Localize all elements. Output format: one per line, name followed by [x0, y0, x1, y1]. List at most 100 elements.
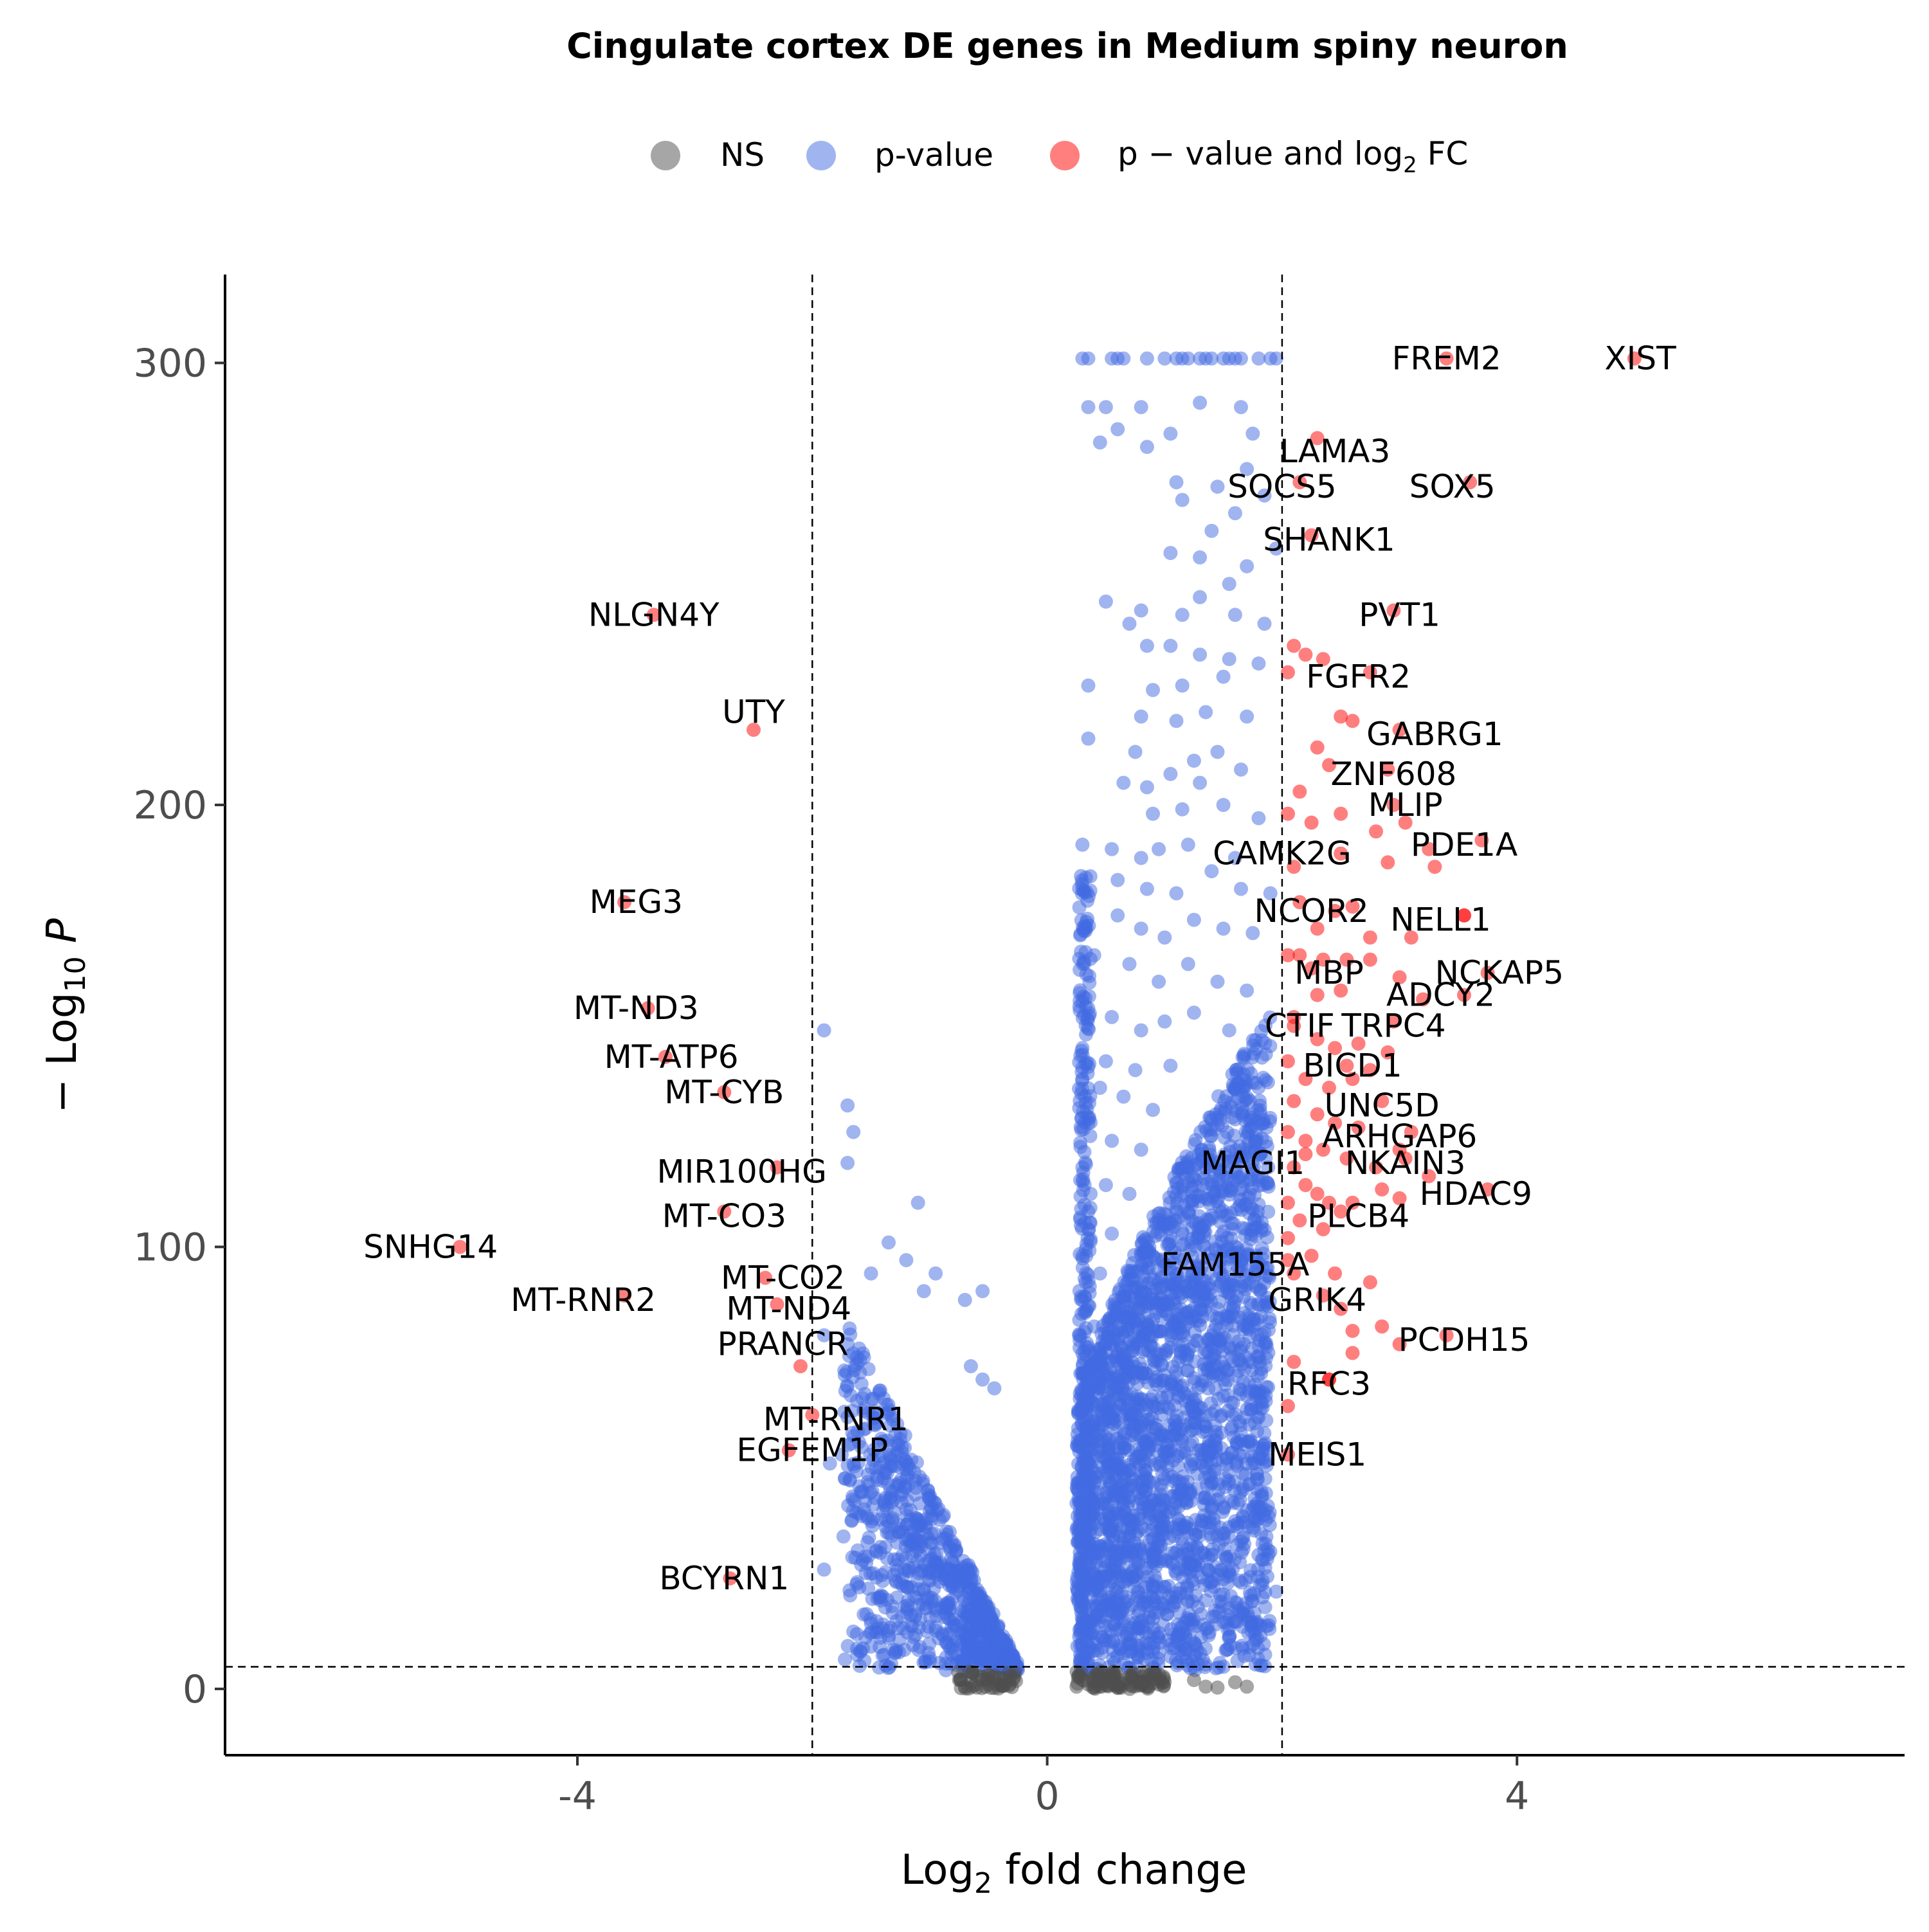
x-axis-title: Log2 fold change: [901, 1846, 1247, 1900]
gene-label: MBP: [1294, 954, 1364, 991]
point-pvalue: [1140, 1576, 1155, 1591]
point-pvalue: [1253, 1146, 1267, 1160]
point-pvalue: [1229, 1368, 1244, 1383]
point-pvalue: [1077, 1177, 1092, 1192]
gene-label: MAGI1: [1200, 1144, 1305, 1182]
point-pvalue: [1240, 1062, 1255, 1077]
point-significant-labeled: [1316, 1288, 1330, 1303]
point-pvalue: [885, 1605, 900, 1620]
point-pvalue: [888, 1646, 903, 1661]
point-pvalue: [1143, 1498, 1157, 1513]
point-pvalue: [1150, 1377, 1164, 1392]
point-pvalue: [1262, 1312, 1277, 1326]
point-pvalue: [852, 1435, 866, 1450]
point-significant-labeled: [1386, 1014, 1401, 1029]
point-pvalue: [1122, 957, 1137, 971]
point-pvalue: [1081, 1384, 1096, 1398]
y-axis-title: − Log10 P: [39, 918, 92, 1114]
x-tick-label: 0: [1035, 1774, 1060, 1819]
point-pvalue: [961, 1585, 976, 1600]
point-significant: [1281, 665, 1295, 680]
gene-label: MT-RNR2: [511, 1281, 656, 1319]
point-pvalue: [1105, 1009, 1119, 1024]
point-pvalue: [1157, 930, 1172, 945]
point-pvalue: [1244, 1594, 1259, 1609]
point-pvalue: [1227, 1112, 1242, 1126]
point-significant: [1298, 1133, 1313, 1148]
point-pvalue: [878, 1540, 892, 1555]
point-pvalue: [1227, 608, 1242, 622]
point-pvalue: [938, 1531, 953, 1546]
point-pvalue: [860, 1535, 875, 1549]
point-pvalue: [1269, 1584, 1283, 1599]
point-pvalue: [1083, 1547, 1098, 1562]
point-significant: [1316, 652, 1330, 667]
point-pvalue: [1202, 1287, 1217, 1302]
point-pvalue: [1245, 1616, 1260, 1630]
point-pvalue: [1181, 837, 1195, 852]
point-pvalue: [840, 1458, 855, 1473]
gene-label: PDE1A: [1411, 826, 1517, 863]
point-pvalue: [1154, 1520, 1169, 1535]
point-pvalue: [1208, 1358, 1222, 1373]
point-pvalue: [1109, 1350, 1123, 1365]
gene-label: EGFEM1P: [736, 1432, 888, 1469]
point-pvalue: [1139, 638, 1154, 653]
gene-label: PRANCR: [718, 1326, 849, 1363]
point-pvalue: [1112, 1606, 1127, 1621]
point-significant-labeled: [1375, 1094, 1390, 1108]
point-pvalue: [1110, 872, 1125, 887]
point-pvalue: [1261, 1204, 1276, 1219]
point-pvalue: [1196, 1238, 1211, 1252]
point-pvalue: [1116, 775, 1131, 790]
point-pvalue: [1229, 1083, 1244, 1097]
point-pvalue: [1197, 1449, 1212, 1463]
point-ns: [978, 1679, 993, 1694]
point-pvalue: [840, 1639, 855, 1654]
point-pvalue: [1121, 1305, 1136, 1319]
point-pvalue: [841, 1498, 856, 1513]
point-pvalue: [845, 1550, 860, 1565]
point-pvalue: [1261, 1547, 1276, 1562]
point-pvalue: [1157, 1259, 1172, 1273]
legend: NS p-value p − value and log2 FC: [651, 135, 1468, 178]
point-significant-labeled: [1439, 1328, 1454, 1342]
point-pvalue: [965, 1600, 980, 1615]
point-pvalue: [1098, 400, 1113, 415]
point-pvalue: [1229, 1519, 1244, 1534]
gene-label: MEIS1: [1268, 1436, 1366, 1474]
point-pvalue: [1258, 1585, 1272, 1600]
point-significant: [1292, 895, 1307, 910]
point-pvalue: [873, 1590, 887, 1604]
point-pvalue: [1216, 669, 1231, 684]
point-pvalue: [1220, 1125, 1235, 1140]
point-significant: [1287, 1094, 1301, 1108]
point-pvalue: [1249, 1042, 1263, 1056]
point-pvalue: [846, 1124, 861, 1139]
point-pvalue: [1098, 594, 1113, 609]
point-pvalue: [1175, 1285, 1190, 1300]
point-pvalue: [1222, 1023, 1236, 1038]
point-ns: [1107, 1668, 1122, 1683]
point-pvalue: [1209, 1177, 1224, 1191]
point-significant: [1334, 806, 1348, 821]
point-pvalue: [1087, 1319, 1101, 1334]
gene-label: CAMK2G: [1213, 835, 1352, 872]
point-significant: [1381, 1045, 1395, 1060]
point-pvalue: [1209, 1452, 1224, 1467]
point-pvalue: [1247, 1268, 1262, 1283]
point-significant: [1363, 952, 1377, 967]
gene-label: HDAC9: [1420, 1175, 1532, 1213]
point-significant: [1304, 815, 1319, 830]
point-pvalue: [916, 1284, 931, 1299]
point-pvalue: [1073, 1653, 1087, 1668]
point-pvalue: [1245, 426, 1260, 441]
point-pvalue: [1098, 1054, 1113, 1069]
point-pvalue: [1134, 400, 1148, 415]
point-significant: [1328, 1041, 1343, 1056]
point-significant: [1287, 638, 1301, 653]
point-pvalue: [1153, 1458, 1168, 1473]
gene-label: NCKAP5: [1435, 954, 1564, 991]
gene-label: ARHGAP6: [1322, 1118, 1477, 1155]
